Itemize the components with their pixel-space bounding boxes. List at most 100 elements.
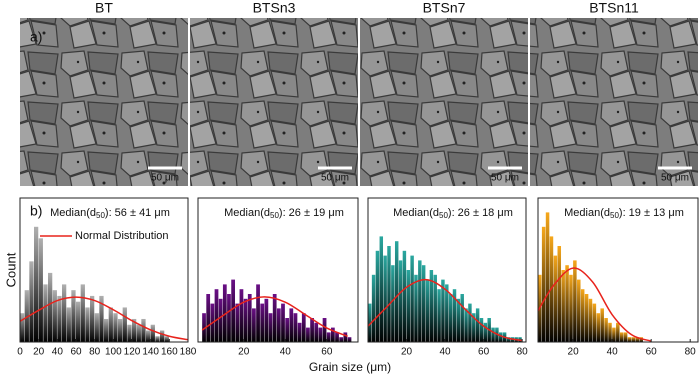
histogram-bar: [347, 337, 352, 342]
x-axis-label: Grain size (μm): [309, 360, 391, 374]
histogram-bar: [387, 246, 391, 342]
histogram-bar: [155, 336, 160, 342]
histogram-bar: [301, 313, 306, 342]
x-tick-label: 40: [607, 347, 619, 358]
x-tick-label: 60: [70, 347, 82, 358]
x-tick-label: 100: [105, 347, 122, 358]
histogram-bar: [402, 250, 407, 342]
histogram-bar: [468, 303, 472, 342]
panel-label: b): [30, 203, 42, 219]
histogram-bar: [619, 332, 624, 342]
median-label: Median(d50): 26 ± 19 μm: [224, 207, 344, 220]
histogram-bar: [235, 303, 240, 342]
histogram-bar: [616, 322, 620, 342]
histogram-bar: [62, 284, 67, 342]
histogram-bar: [206, 294, 211, 342]
histogram-bar: [414, 274, 418, 342]
histogram-bar: [569, 274, 573, 342]
histogram-bar: [227, 294, 231, 342]
histogram-bar: [596, 313, 601, 342]
histogram-bar: [371, 274, 376, 342]
histogram-bar: [122, 307, 127, 342]
legend-label: Normal Distribution: [75, 230, 169, 242]
x-tick-label: 20: [401, 347, 413, 358]
histogram-bar: [314, 322, 319, 342]
micrograph: [190, 18, 358, 186]
x-tick-label: 80: [685, 347, 697, 358]
micrograph-title: BTSn11: [589, 0, 639, 16]
histogram-bar: [472, 313, 476, 342]
median-suffix: ): 26 ± 19 μm: [279, 207, 344, 219]
histogram-bar: [48, 272, 53, 342]
histogram-bar: [506, 337, 511, 342]
histogram-bar: [281, 303, 285, 342]
histogram-bar: [418, 260, 422, 342]
histogram-bar: [639, 337, 643, 342]
histogram-bar: [164, 336, 169, 342]
micrograph-title: BTSn3: [253, 0, 296, 16]
histogram-bar: [600, 308, 604, 342]
histogram-bar: [252, 308, 256, 342]
x-tick-label: 20: [568, 347, 580, 358]
histogram-bar: [339, 337, 344, 342]
x-tick-label: 40: [280, 347, 292, 358]
histogram-bar: [322, 318, 327, 342]
histogram-bar: [425, 279, 430, 342]
histogram-bar: [580, 289, 585, 342]
median-label: Median(d50): 56 ± 41 μm: [50, 207, 170, 220]
histogram-bar: [483, 322, 488, 342]
y-axis-label: Count: [3, 252, 18, 287]
median-subscript: 50: [96, 211, 105, 220]
histogram-bar: [247, 294, 252, 342]
histogram-bar: [437, 289, 441, 342]
median-prefix: Median(d: [393, 207, 439, 219]
histogram-bar: [272, 294, 277, 342]
histogram-bar: [43, 284, 48, 342]
histogram-bar: [330, 327, 335, 342]
histogram-bar: [99, 295, 104, 342]
histogram-bar: [464, 308, 468, 342]
histogram-bar: [565, 265, 569, 342]
histogram-bar: [293, 313, 298, 342]
x-tick-label: 20: [33, 347, 45, 358]
histogram-bar: [460, 294, 464, 342]
histogram-bar: [604, 318, 608, 342]
x-tick-label: 180: [180, 347, 197, 358]
histogram-bar: [584, 294, 589, 342]
histogram-bar: [243, 298, 248, 342]
histogram-bar: [160, 330, 165, 342]
histogram-bar: [57, 295, 62, 342]
histogram-bar: [573, 260, 577, 342]
histogram-bar: [127, 324, 132, 342]
median-label: Median(d50): 19 ± 13 μm: [564, 207, 684, 220]
histogram-bar: [306, 327, 310, 342]
histogram-bar: [94, 313, 99, 342]
histogram-bar: [627, 337, 632, 342]
histogram-bar: [276, 308, 281, 342]
histogram-bar: [268, 313, 273, 342]
histogram-bar: [108, 307, 113, 342]
histogram-bar: [557, 246, 562, 342]
histogram-bar: [52, 290, 57, 342]
x-tick-label: 40: [440, 347, 452, 358]
histogram-bar: [394, 241, 399, 342]
histogram-bar: [499, 332, 503, 342]
histogram-bar: [118, 318, 123, 342]
histogram-bar: [448, 294, 453, 342]
histogram-bar: [421, 265, 426, 342]
histogram-bar: [343, 332, 348, 342]
histogram-bar: [561, 270, 565, 342]
plot-frame: [367, 197, 527, 343]
median-suffix: ): 26 ± 18 μm: [448, 207, 513, 219]
histogram-bar: [631, 337, 636, 342]
x-tick-label: 80: [517, 347, 529, 358]
histogram-bar: [368, 303, 372, 342]
histogram-bar: [222, 284, 227, 342]
histogram-bar: [310, 318, 314, 342]
histogram-bar: [231, 279, 236, 342]
histogram-bar: [429, 270, 434, 342]
histogram-bar: [326, 332, 331, 342]
histogram-bar: [218, 298, 223, 342]
plot-frame: [19, 197, 189, 343]
